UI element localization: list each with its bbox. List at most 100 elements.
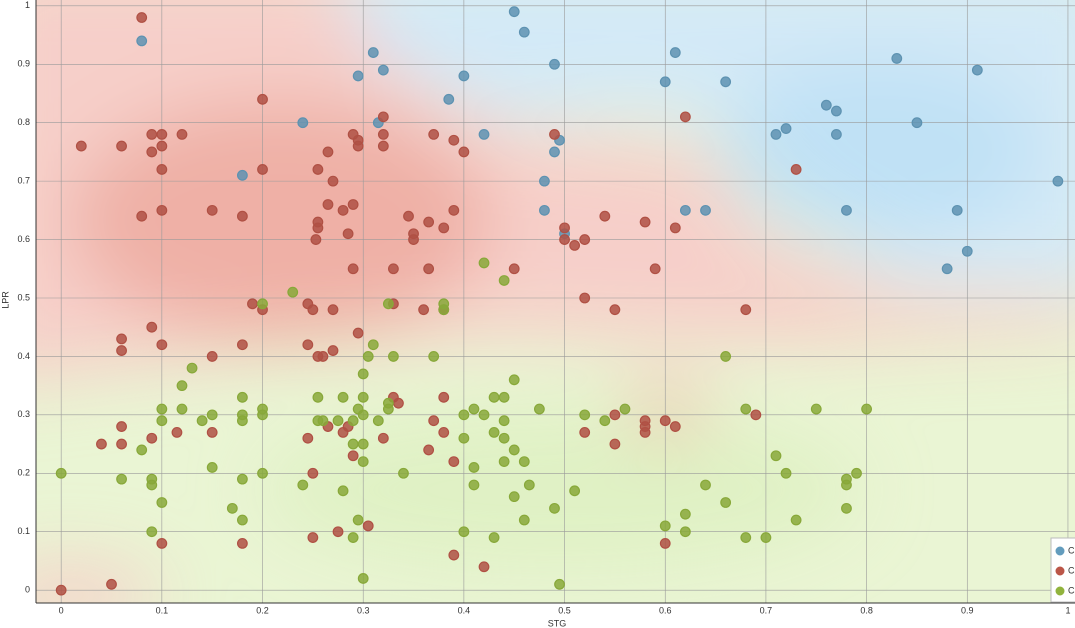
point [438, 426, 450, 438]
point [156, 140, 168, 152]
point [841, 479, 852, 491]
point [423, 263, 435, 275]
point [377, 140, 389, 152]
point [841, 502, 852, 514]
point [599, 415, 611, 427]
point [448, 456, 460, 467]
point [206, 426, 218, 438]
point [443, 93, 455, 105]
legend-label: C2 [1068, 565, 1075, 575]
point [327, 175, 339, 187]
point [357, 409, 369, 421]
point [136, 12, 148, 23]
point [55, 584, 67, 596]
point [388, 351, 399, 362]
point [448, 204, 460, 216]
point [352, 140, 364, 152]
point [257, 409, 268, 421]
point [971, 64, 983, 76]
point [498, 432, 510, 444]
point [1052, 175, 1064, 187]
point [176, 403, 188, 415]
x-tick-label: 0.4 [458, 605, 471, 615]
point [720, 351, 732, 362]
point [236, 169, 248, 181]
point [347, 450, 359, 462]
point [679, 526, 691, 538]
point [156, 403, 168, 415]
point [206, 462, 218, 473]
point [498, 415, 510, 427]
point [388, 263, 399, 275]
point [669, 421, 681, 432]
y-tick-label: 0.7 [17, 176, 30, 186]
point [760, 532, 772, 543]
point [297, 117, 309, 129]
point [96, 438, 107, 450]
point [488, 532, 500, 543]
point [156, 164, 168, 175]
point [257, 467, 268, 479]
point [549, 58, 560, 70]
point [533, 403, 545, 415]
point [508, 444, 520, 456]
point [428, 351, 440, 362]
point [518, 456, 530, 467]
point [679, 204, 691, 216]
point [226, 502, 238, 514]
point [337, 391, 349, 403]
x-tick-label: 0.2 [256, 605, 269, 615]
point [549, 128, 560, 140]
point [377, 111, 389, 123]
point [106, 578, 117, 590]
point [362, 520, 374, 532]
point [750, 409, 762, 421]
legend-marker [1055, 566, 1065, 576]
point [478, 409, 490, 421]
point [357, 391, 369, 403]
point [393, 397, 404, 409]
point [176, 128, 188, 140]
point [428, 128, 440, 140]
point [508, 263, 520, 275]
point [307, 304, 319, 316]
point [357, 368, 369, 380]
point [579, 292, 591, 304]
point [569, 240, 581, 251]
point [196, 415, 208, 427]
point [639, 216, 651, 228]
point [659, 76, 671, 88]
x-tick-label: 0.8 [860, 605, 873, 615]
point [961, 245, 973, 257]
point [236, 538, 248, 549]
point [790, 164, 802, 175]
point [518, 514, 530, 526]
point [468, 479, 480, 491]
point [171, 426, 183, 438]
point [458, 70, 470, 82]
point [367, 339, 379, 351]
point [820, 99, 832, 111]
point [438, 222, 450, 234]
point [418, 304, 430, 316]
point [403, 210, 414, 222]
point [740, 403, 752, 415]
point [236, 514, 248, 526]
point [322, 199, 334, 210]
y-tick-label: 0.5 [17, 292, 30, 302]
point [891, 53, 903, 64]
point [357, 573, 369, 584]
legend-marker [1055, 586, 1065, 596]
point [312, 391, 324, 403]
point [347, 263, 359, 275]
x-tick-label: 0.1 [156, 605, 169, 615]
point [639, 426, 651, 438]
point [579, 409, 591, 421]
point [206, 204, 218, 216]
point [362, 351, 374, 362]
point [458, 146, 470, 158]
point [554, 578, 565, 590]
point [146, 146, 158, 158]
point [790, 514, 802, 526]
point [478, 128, 490, 140]
